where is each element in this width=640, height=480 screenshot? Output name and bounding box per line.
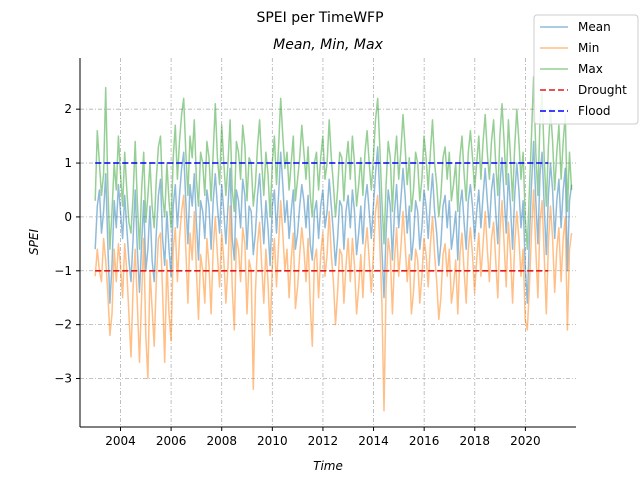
legend-box [533,14,639,125]
legend-label-flood: Flood [578,104,611,118]
y-tick-label: −1 [54,264,72,278]
x-tick-label: 2010 [257,434,288,448]
x-tick-label: 2004 [105,434,136,448]
ticks: 2004 2006 2008 2010 2012 2014 2016 2018 2020 −3 −2… [54,102,540,448]
x-tick-label: 2016 [409,434,440,448]
chart-subtitle: Mean, Min, Max [273,37,383,53]
legend-label-min: Min [578,41,599,55]
x-tick-label: 2014 [358,434,389,448]
y-tick-label: −2 [54,318,72,332]
y-tick-label: −3 [54,372,72,386]
series-min-line [94,189,573,412]
legend-label-drought: Drought [578,83,627,97]
y-tick-label: 0 [64,210,72,224]
x-axis-label: Time [313,459,343,473]
axes [79,58,576,428]
legend-label-max: Max [578,62,603,76]
y-axis-label: SPEI [27,229,41,255]
legend: Mean Min Max Drought Flood [533,14,639,125]
chart-title: SPEI per TimeWFP [256,10,383,26]
x-tick-label: 2006 [156,434,187,448]
x-tick-label: 2020 [510,434,541,448]
series-mean-line [94,140,573,304]
series-lines [94,76,573,412]
legend-label-mean: Mean [578,20,611,34]
series-max-line [94,76,573,250]
y-tick-label: 1 [64,156,72,170]
x-tick-label: 2008 [206,434,237,448]
y-tick-label: 2 [64,102,72,116]
x-tick-label: 2012 [308,434,339,448]
x-tick-label: 2018 [460,434,491,448]
